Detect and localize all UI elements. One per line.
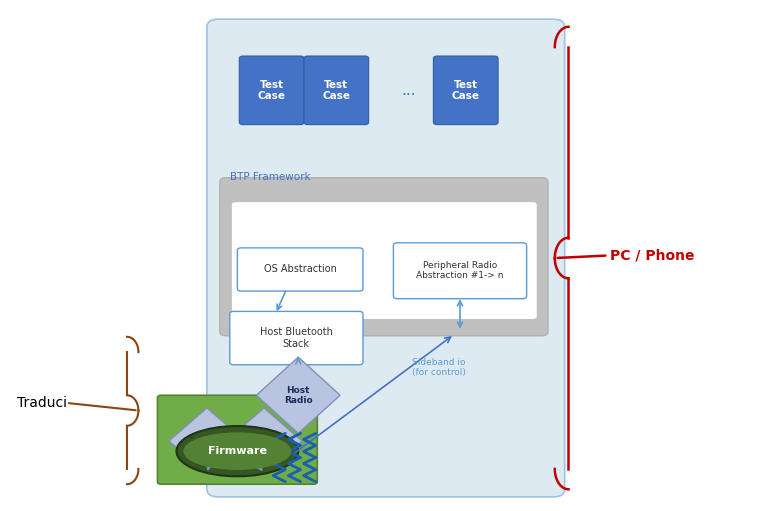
FancyBboxPatch shape [220, 178, 548, 336]
Ellipse shape [180, 430, 294, 473]
Text: Radio#2: Radio#2 [246, 436, 282, 446]
Text: Traduci: Traduci [17, 396, 66, 410]
FancyBboxPatch shape [433, 56, 498, 125]
FancyBboxPatch shape [238, 248, 363, 291]
FancyBboxPatch shape [239, 56, 304, 125]
Polygon shape [226, 408, 302, 474]
FancyBboxPatch shape [207, 19, 565, 497]
Text: ...: ... [401, 83, 416, 98]
Text: OS Abstraction: OS Abstraction [264, 265, 337, 274]
Text: Sideband io
(for control): Sideband io (for control) [413, 358, 466, 377]
Text: Host Bluetooth
Stack: Host Bluetooth Stack [260, 327, 333, 349]
Polygon shape [257, 357, 340, 433]
Text: Test
Case: Test Case [257, 80, 286, 101]
FancyBboxPatch shape [230, 311, 363, 365]
Text: Firmware: Firmware [208, 446, 267, 456]
Text: Peripheral Radio
Abstraction #1-> n: Peripheral Radio Abstraction #1-> n [416, 261, 503, 281]
Text: Host
Radio: Host Radio [284, 386, 312, 405]
Text: BTP Framework: BTP Framework [230, 172, 310, 182]
Text: Test
Case: Test Case [322, 80, 351, 101]
Ellipse shape [176, 426, 298, 476]
Polygon shape [169, 408, 245, 474]
FancyBboxPatch shape [157, 396, 317, 484]
FancyBboxPatch shape [393, 243, 526, 299]
FancyBboxPatch shape [304, 56, 369, 125]
Text: Radio#1: Radio#1 [189, 436, 225, 446]
Text: Test
Case: Test Case [452, 80, 480, 101]
FancyBboxPatch shape [231, 202, 537, 319]
Ellipse shape [183, 432, 291, 470]
Text: PC / Phone: PC / Phone [610, 248, 695, 263]
